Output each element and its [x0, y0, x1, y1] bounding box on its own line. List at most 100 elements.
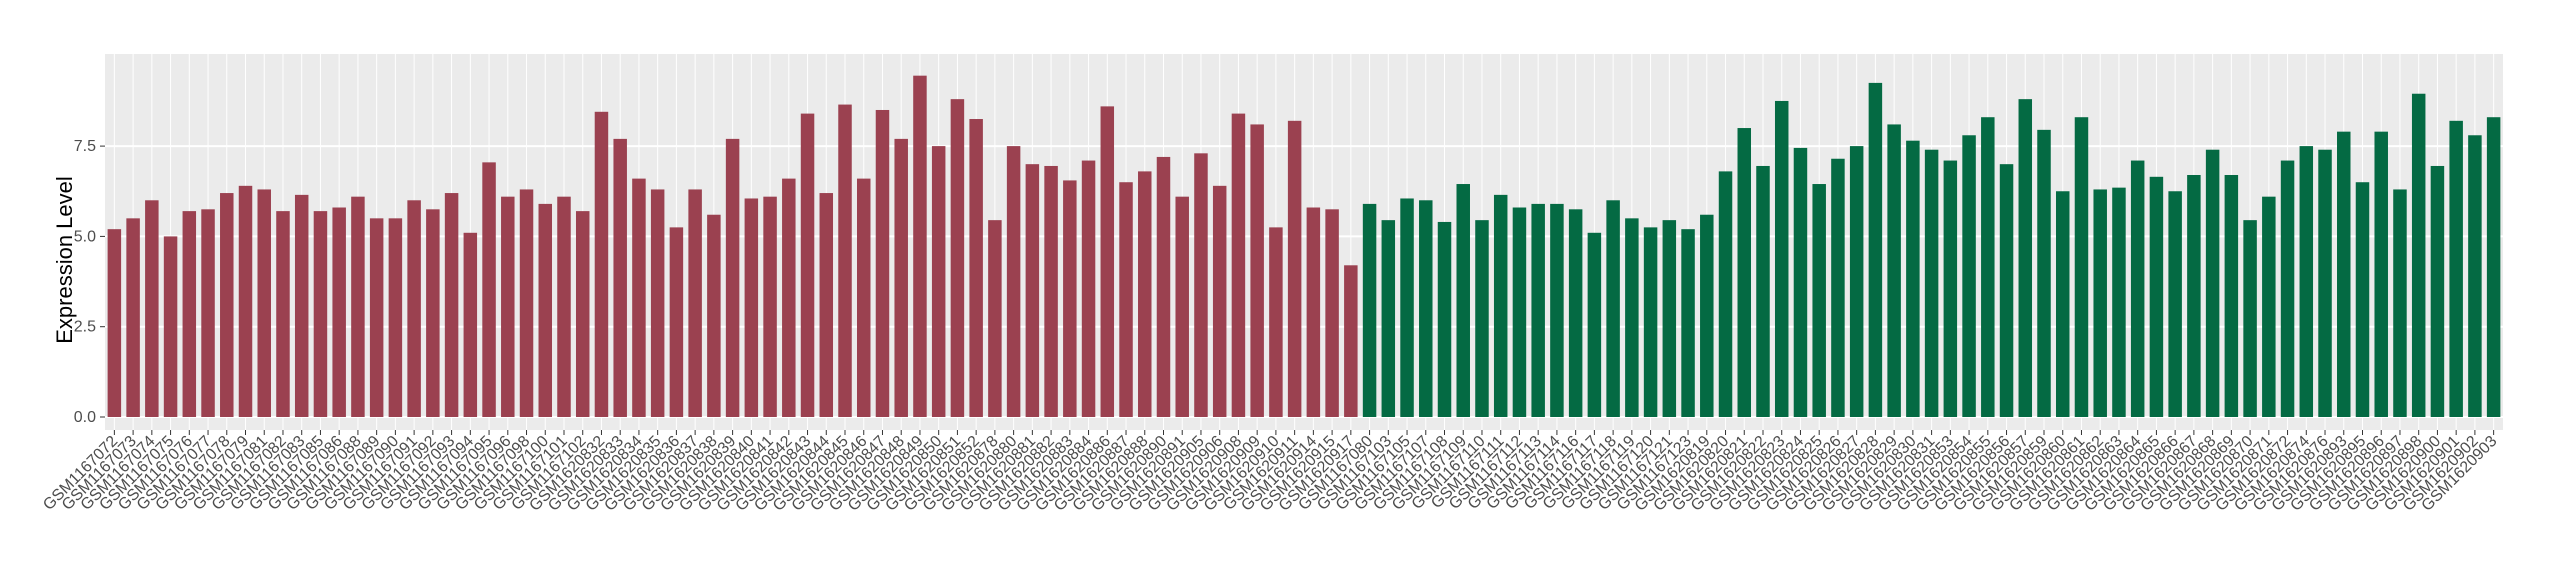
bar [2355, 182, 2370, 417]
bar [1625, 218, 1639, 417]
bar [1269, 227, 1283, 417]
bar [388, 218, 403, 417]
bar [2243, 220, 2257, 417]
bar [1156, 156, 1171, 417]
bar [1138, 171, 1152, 417]
bar [201, 209, 215, 417]
bar [2337, 131, 2351, 417]
bar [1868, 82, 1883, 417]
bar [407, 200, 421, 417]
bar [650, 189, 665, 417]
bar [1493, 194, 1508, 417]
bar [1812, 184, 1826, 417]
bar [1849, 146, 1864, 417]
bar [482, 162, 496, 417]
bar [1100, 106, 1115, 417]
bar [950, 99, 965, 417]
bar [2280, 160, 2295, 417]
bar [238, 185, 253, 417]
bar [707, 214, 721, 417]
bar [2168, 191, 2182, 417]
bar [1212, 185, 1227, 417]
bar [1381, 220, 1396, 417]
bar [1587, 232, 1602, 417]
bar [2112, 187, 2126, 417]
bar [688, 189, 702, 417]
bar [1344, 265, 1358, 417]
bar [969, 119, 983, 417]
bar [332, 207, 346, 417]
bar [1287, 120, 1302, 417]
bar [913, 75, 927, 417]
bar [2299, 146, 2314, 417]
bar [538, 203, 553, 417]
y-tick-label: 7.5 [74, 138, 96, 155]
bar [669, 227, 684, 417]
bar [2449, 120, 2463, 417]
bar [126, 218, 140, 417]
bar [2374, 131, 2388, 417]
bar [2074, 117, 2089, 417]
bar [763, 196, 777, 417]
bar [2205, 149, 2220, 417]
bar [1568, 209, 1583, 417]
bar [1437, 221, 1452, 417]
bar [875, 109, 890, 417]
bar [313, 211, 328, 417]
bar [1550, 203, 1564, 417]
bar [800, 113, 815, 417]
bar [632, 178, 646, 417]
bar [575, 211, 590, 417]
bar [1793, 147, 1808, 417]
bar [1081, 160, 1096, 417]
bar [1419, 200, 1433, 417]
bar [744, 198, 759, 417]
bar [107, 229, 122, 417]
bar [1119, 182, 1133, 417]
bar [145, 200, 159, 417]
bar [276, 211, 290, 417]
bar [294, 194, 309, 417]
bar [1325, 209, 1339, 417]
bar [1774, 100, 1789, 417]
y-tick-label: 5.0 [74, 228, 96, 245]
y-tick-label: 0.0 [74, 409, 96, 426]
bar [819, 193, 834, 417]
bar [2187, 174, 2201, 417]
bar [1175, 196, 1189, 417]
bar [1531, 203, 1545, 417]
bar [1999, 164, 2014, 417]
y-tick-label: 2.5 [74, 319, 96, 336]
bar [1006, 146, 1021, 417]
bar [1475, 220, 1489, 417]
bar [1737, 128, 1752, 417]
bar [2411, 93, 2426, 417]
bar [163, 236, 178, 417]
bar [501, 196, 515, 417]
bar [2393, 189, 2407, 417]
bar [1756, 165, 1770, 417]
bar [931, 146, 946, 417]
bar [838, 104, 852, 417]
bar [856, 178, 871, 417]
bar [2149, 176, 2164, 417]
bar [1250, 124, 1264, 417]
bar [782, 178, 796, 417]
bar [1700, 214, 1714, 417]
bar [1943, 160, 1958, 417]
y-axis-label: Expression Level [52, 176, 77, 344]
bar [725, 138, 740, 417]
bar [613, 138, 627, 417]
bar [1831, 158, 1845, 417]
bar [1400, 198, 1414, 417]
bar [1662, 220, 1677, 417]
bar [426, 209, 440, 417]
bar [2224, 174, 2239, 417]
bar [182, 211, 197, 417]
bar [1906, 140, 1920, 417]
bar [1681, 229, 1695, 417]
bar [2093, 189, 2107, 417]
bar [557, 196, 571, 417]
bar [2486, 117, 2501, 417]
